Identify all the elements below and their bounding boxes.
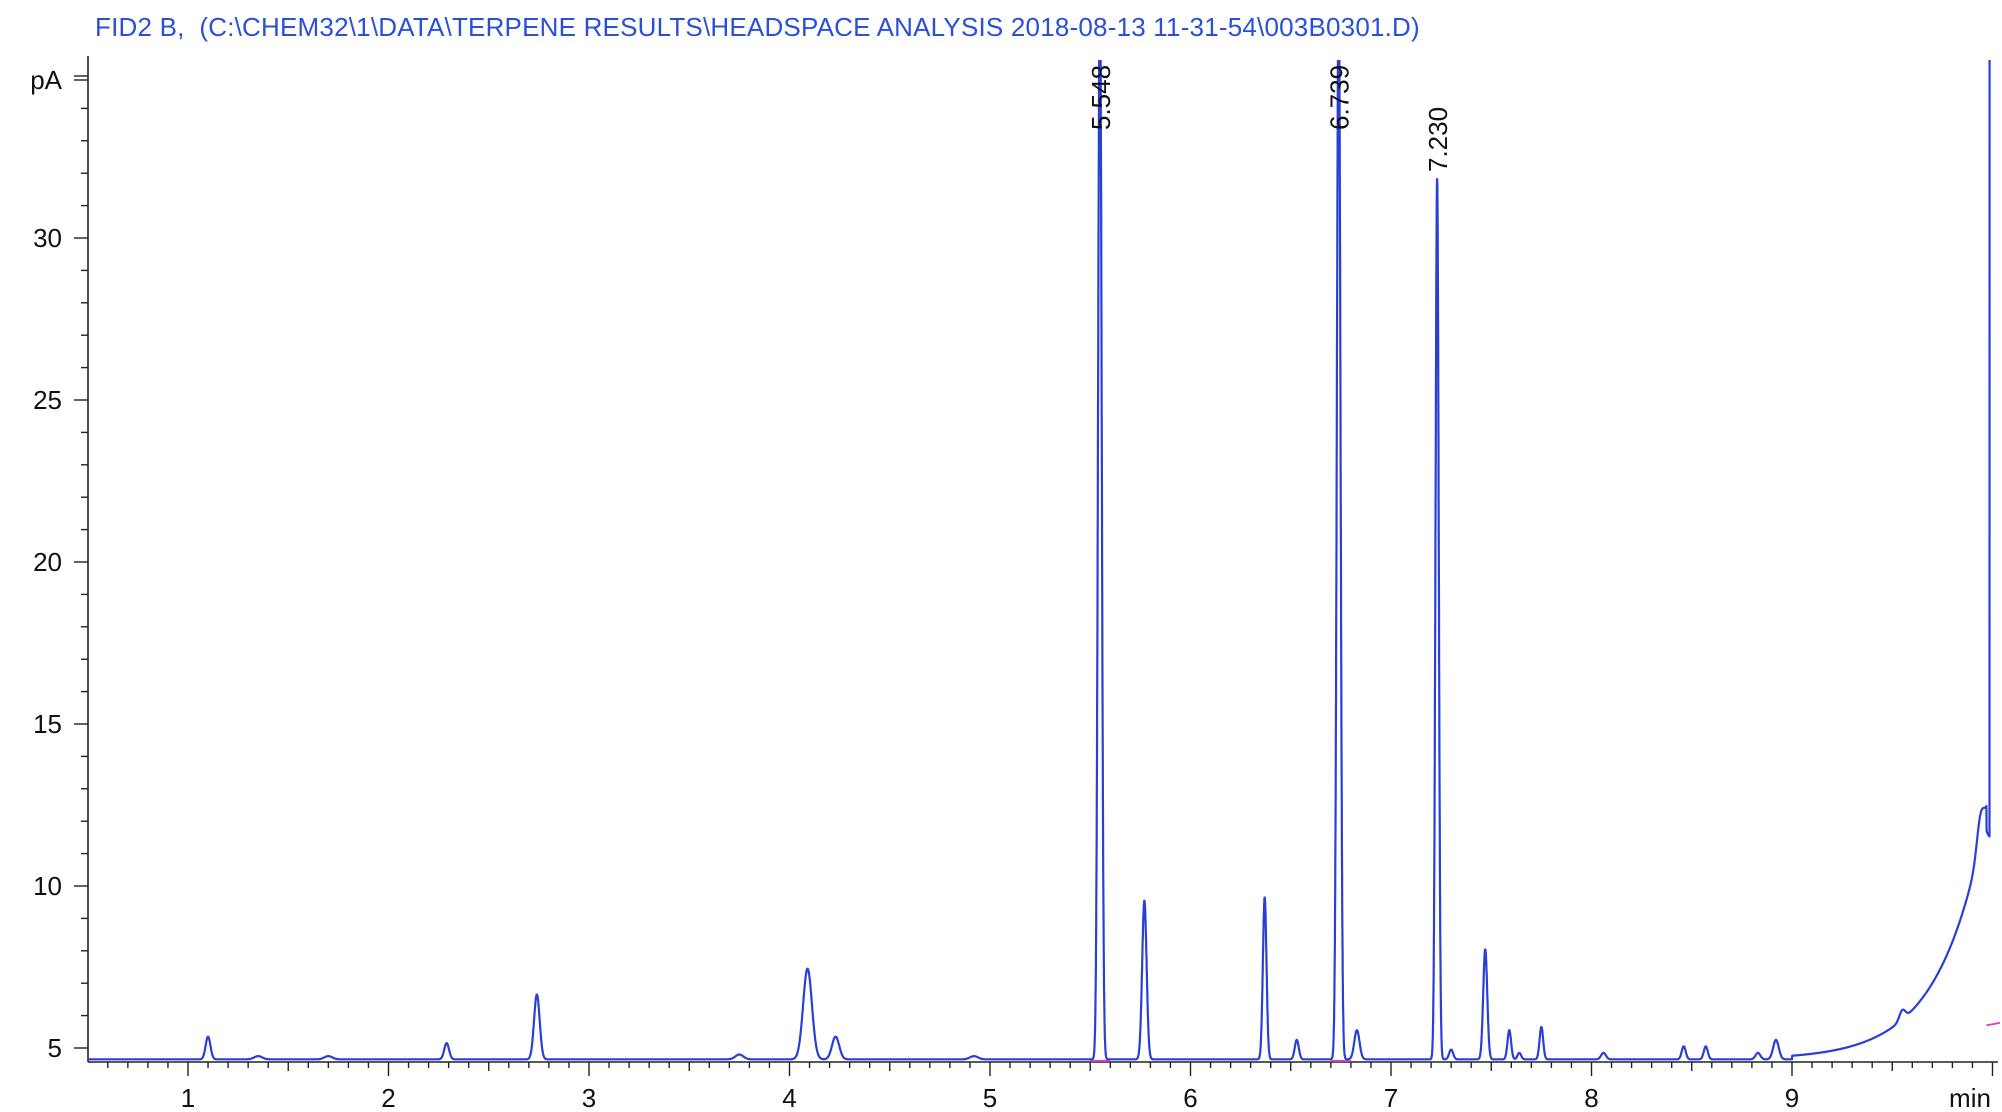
chart-title: FID2 B, (C:\CHEM32\1\DATA\TERPENE RESULT… [95,12,1420,42]
peak-label: 9.945 [1999,65,2002,130]
integration-baseline [1986,1021,2000,1027]
x-tick-label: 4 [782,1083,796,1112]
x-tick-label: 2 [381,1083,395,1112]
x-tick-label: 8 [1584,1083,1598,1112]
y-tick-label: 5 [48,1033,62,1063]
fid-signal-trace [86,60,1991,1061]
y-tick-label: 10 [33,871,62,901]
integration-baselines [1090,1021,2000,1062]
peak-label: 6.739 [1325,65,1355,130]
peak-label: 5.548 [1086,65,1116,130]
signal-trace-group [86,60,1991,1061]
x-tick-label: 7 [1384,1083,1398,1112]
x-axis-unit-label: min [1949,1083,1991,1112]
y-axis-unit-label: pA [30,65,62,95]
y-tick-label: 30 [33,223,62,253]
y-tick-label: 25 [33,385,62,415]
axes: 1 2 3 4 5 6 7 8 9 min 5 10 15 20 25 30 pA [30,56,1998,1112]
peak-label: 9.924 [1999,65,2002,130]
x-tick-label: 5 [983,1083,997,1112]
x-tick-label: 9 [1785,1083,1799,1112]
peak-label: 7.230 [1423,107,1453,172]
x-tick-label: 6 [1183,1083,1197,1112]
y-tick-label: 15 [33,709,62,739]
y-tick-label: 20 [33,547,62,577]
x-tick-label: 3 [582,1083,596,1112]
x-tick-label: 1 [181,1083,195,1112]
